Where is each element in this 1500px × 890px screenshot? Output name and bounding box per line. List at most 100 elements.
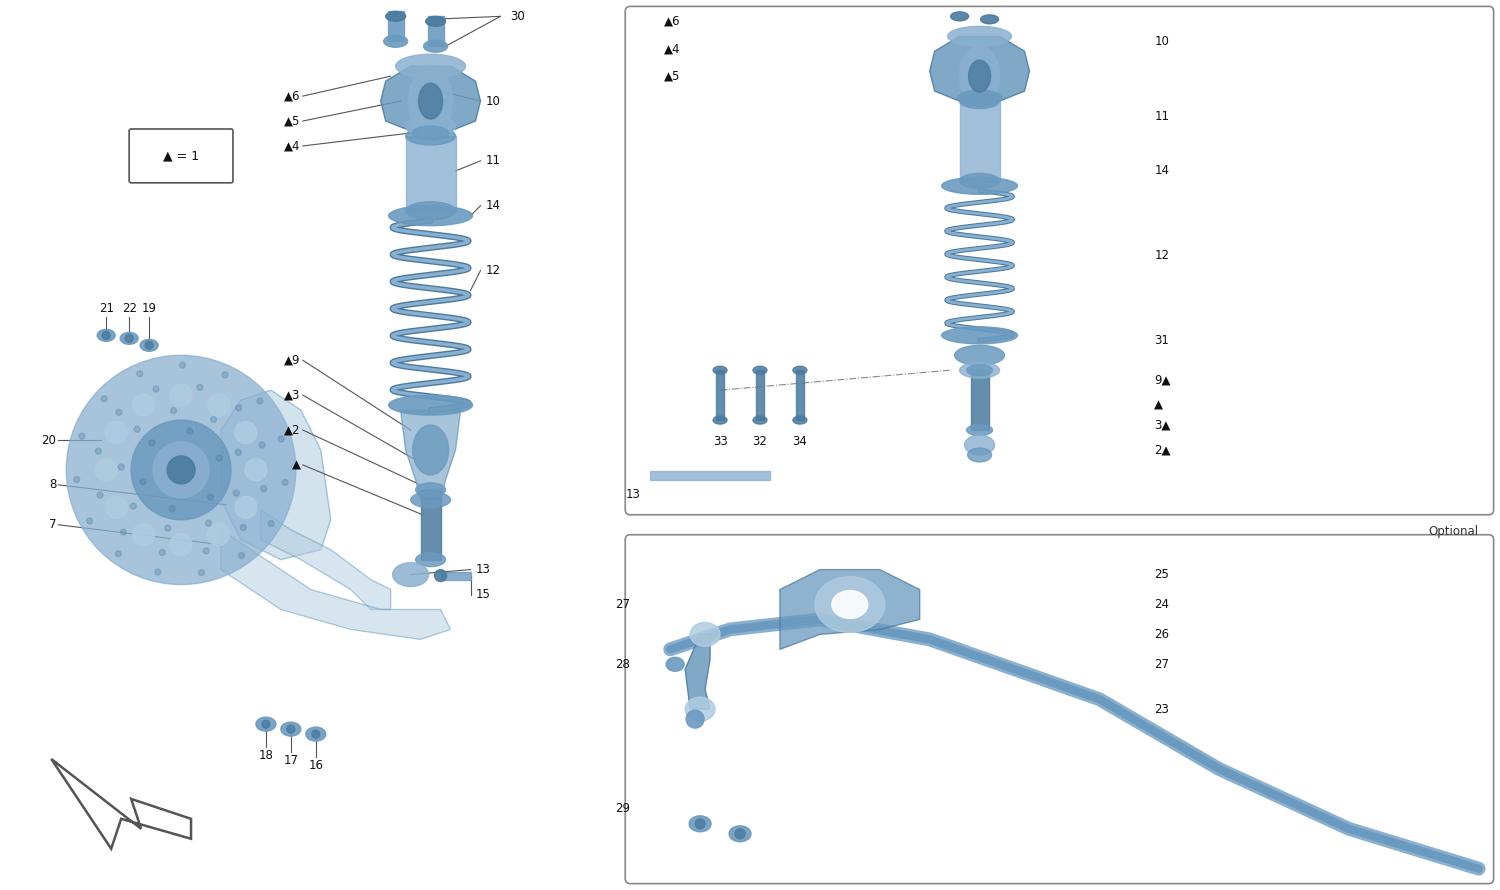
Text: ▲2: ▲2 (285, 424, 302, 437)
Ellipse shape (386, 12, 405, 21)
Ellipse shape (960, 93, 999, 109)
Text: 32: 32 (753, 435, 768, 448)
Text: 8: 8 (50, 479, 57, 491)
Circle shape (170, 534, 192, 555)
Ellipse shape (712, 417, 728, 424)
Ellipse shape (815, 577, 885, 633)
Circle shape (188, 428, 194, 434)
Circle shape (268, 521, 274, 527)
Text: ▲4: ▲4 (663, 43, 680, 56)
Circle shape (146, 342, 153, 349)
Text: 14: 14 (1155, 165, 1170, 177)
Circle shape (153, 386, 159, 392)
Bar (420, 490, 441, 560)
Circle shape (202, 548, 208, 554)
Circle shape (244, 459, 267, 481)
Bar (427, 16, 444, 46)
Ellipse shape (435, 570, 447, 581)
Ellipse shape (405, 116, 456, 136)
Circle shape (66, 355, 296, 585)
Circle shape (165, 525, 171, 531)
Ellipse shape (833, 591, 868, 619)
Ellipse shape (405, 127, 456, 145)
Text: 25: 25 (1155, 568, 1168, 581)
Ellipse shape (306, 727, 326, 741)
Text: 11: 11 (1155, 109, 1170, 123)
Circle shape (236, 497, 256, 518)
Circle shape (100, 396, 106, 401)
Circle shape (261, 486, 267, 491)
Text: 18: 18 (258, 749, 273, 762)
Ellipse shape (981, 15, 999, 24)
Text: 21: 21 (99, 303, 114, 315)
Bar (650, 471, 770, 480)
Circle shape (236, 449, 242, 456)
Circle shape (116, 551, 122, 557)
Ellipse shape (140, 339, 158, 352)
Ellipse shape (666, 658, 684, 671)
Circle shape (130, 503, 136, 509)
Text: ▲5: ▲5 (664, 69, 680, 83)
Text: 26: 26 (1155, 628, 1170, 641)
Circle shape (234, 490, 240, 496)
Text: 14: 14 (486, 199, 501, 212)
Ellipse shape (753, 367, 766, 374)
Circle shape (256, 398, 262, 404)
Ellipse shape (416, 553, 446, 567)
Bar (387, 12, 404, 41)
Bar (756, 370, 764, 420)
Circle shape (207, 394, 230, 417)
FancyBboxPatch shape (626, 535, 1494, 884)
Ellipse shape (966, 365, 993, 376)
Circle shape (686, 710, 703, 728)
Circle shape (198, 570, 204, 576)
Circle shape (159, 549, 165, 555)
Polygon shape (261, 510, 390, 610)
Text: 30: 30 (510, 10, 525, 23)
Circle shape (96, 449, 102, 454)
Circle shape (148, 440, 154, 446)
Text: 27: 27 (615, 598, 630, 611)
Circle shape (154, 569, 160, 575)
Polygon shape (220, 390, 332, 560)
Text: 7: 7 (50, 518, 57, 531)
Ellipse shape (964, 435, 994, 455)
Circle shape (260, 442, 266, 448)
Circle shape (216, 455, 222, 461)
Ellipse shape (688, 816, 711, 832)
Circle shape (136, 371, 142, 376)
Circle shape (206, 520, 212, 526)
Text: ▲5: ▲5 (285, 115, 302, 127)
Ellipse shape (686, 697, 716, 721)
Text: 10: 10 (1155, 35, 1168, 48)
Circle shape (132, 523, 154, 546)
Text: 20: 20 (42, 433, 57, 447)
Ellipse shape (256, 717, 276, 731)
Text: 13: 13 (476, 563, 490, 576)
Circle shape (98, 492, 104, 498)
Text: ▲6: ▲6 (285, 90, 302, 102)
FancyBboxPatch shape (129, 129, 232, 182)
Ellipse shape (969, 61, 990, 92)
Circle shape (153, 442, 209, 498)
Circle shape (94, 459, 117, 481)
Bar (405, 136, 456, 211)
Circle shape (74, 476, 80, 482)
Text: ▲: ▲ (292, 458, 302, 472)
Circle shape (278, 436, 284, 442)
Text: 2▲: 2▲ (1155, 443, 1170, 457)
Text: ▲3: ▲3 (285, 389, 302, 401)
Ellipse shape (960, 46, 999, 106)
Circle shape (130, 420, 231, 520)
Ellipse shape (120, 332, 138, 344)
Circle shape (240, 524, 246, 530)
Polygon shape (220, 530, 450, 639)
Circle shape (134, 426, 140, 433)
Text: 31: 31 (1155, 334, 1168, 347)
Ellipse shape (384, 36, 408, 47)
Circle shape (262, 720, 270, 728)
Circle shape (170, 384, 192, 406)
Ellipse shape (712, 367, 728, 374)
Polygon shape (780, 570, 920, 650)
Text: Optional: Optional (1428, 525, 1479, 538)
